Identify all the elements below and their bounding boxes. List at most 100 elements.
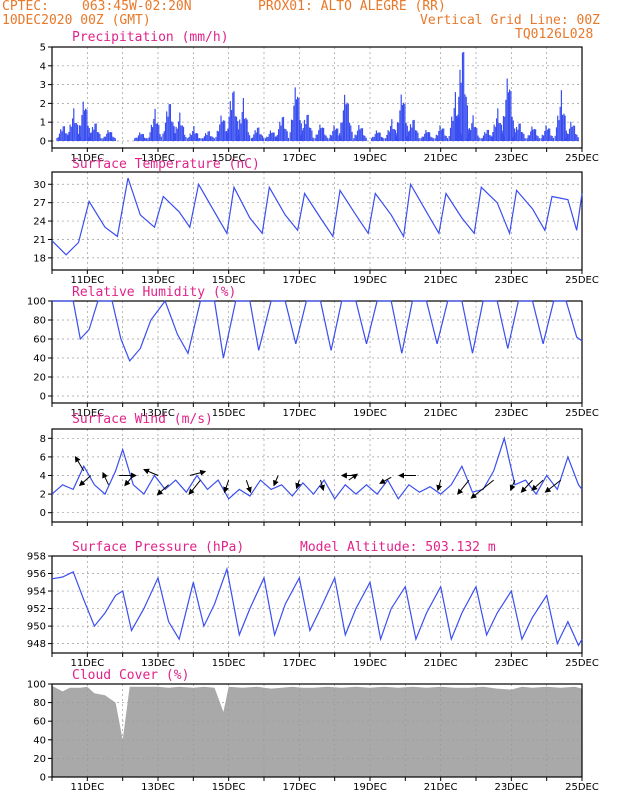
wind-arrow [379, 476, 392, 484]
precip-bar [249, 135, 251, 141]
precip-bar [394, 130, 397, 141]
x-tick-label: 17DEC [282, 275, 316, 286]
y-tick-label: 6 [40, 452, 46, 463]
precip-bar [341, 122, 343, 141]
precip-bar [456, 117, 459, 141]
precip-bar [438, 131, 440, 141]
precip-bar [70, 126, 72, 141]
precip-bar [375, 130, 377, 141]
x-tick-label: 11DEC [70, 782, 104, 793]
precip-bar [452, 120, 454, 141]
precip-bar [440, 129, 442, 141]
precip-bar [89, 136, 91, 141]
precip-bar [378, 132, 380, 141]
precip-bar [463, 52, 465, 141]
precip-bar [403, 102, 405, 141]
precip-bar [203, 136, 205, 141]
precip-bar [68, 132, 70, 141]
precip-bar [373, 136, 375, 141]
precip-bar [225, 131, 227, 141]
precip-bar [425, 130, 427, 141]
y-tick-label: 952 [27, 604, 46, 615]
precip-bar [431, 137, 433, 141]
y-tick-label: 0 [40, 392, 46, 403]
precip-bar [492, 132, 494, 141]
precip-bar [453, 108, 455, 141]
y-tick-label: 958 [27, 552, 46, 563]
precip-bar [281, 117, 283, 141]
model-altitude-annotation: Model Altitude: 503.132 m [300, 540, 496, 555]
y-tick-label: 27 [33, 198, 46, 209]
x-tick-label: 21DEC [424, 782, 458, 793]
y-tick-label: 20 [33, 754, 46, 765]
x-tick-label: 15DEC [212, 408, 246, 419]
precip-bar [351, 131, 353, 141]
precip-bar [349, 122, 351, 141]
precip-bar [565, 137, 567, 141]
precip-bar [422, 136, 424, 141]
precip-bar [500, 124, 503, 141]
precip-bar [382, 137, 384, 141]
precip-bar [560, 90, 562, 141]
precip-bar [239, 119, 241, 141]
y-tick-label: 80 [33, 698, 46, 709]
precip-bar [192, 131, 194, 141]
x-tick-label: 21DEC [424, 658, 458, 669]
panel-5: 948 950 952 954 956 958 11DEC 13DEC 15DEC 17DEC 19… [27, 540, 599, 669]
y-tick-label: 60 [33, 335, 46, 346]
precip-bar [235, 116, 238, 141]
precip-bar [356, 130, 359, 141]
precip-bar [480, 138, 482, 141]
precip-bar [494, 126, 496, 141]
y-tick-label: 30 [33, 180, 46, 191]
precip-bar [568, 128, 571, 141]
y-tick-label: 4 [40, 471, 46, 482]
precip-bar [173, 137, 175, 141]
precip-bar [554, 135, 556, 141]
precip-bar [67, 137, 69, 141]
precip-bar [412, 120, 414, 141]
panel-title: Surface Wind (m/s) [72, 412, 213, 427]
precip-bar [538, 138, 540, 141]
precip-bar [497, 108, 499, 141]
wind-arrow [223, 479, 230, 494]
precip-bar [275, 136, 277, 141]
precip-bar [272, 132, 274, 141]
precip-bar [441, 128, 444, 141]
precip-bar [411, 127, 413, 141]
header-source: CPTEC: [2, 0, 49, 14]
y-tick-label: 24 [33, 217, 46, 228]
precip-bar [244, 118, 246, 141]
precip-bar [75, 123, 77, 141]
precip-bar [264, 138, 267, 141]
precip-bar [80, 125, 82, 141]
precip-bar [215, 136, 217, 141]
precip-bar [401, 104, 403, 141]
precip-bar [493, 124, 495, 141]
precip-bar [258, 127, 260, 141]
precip-bar [63, 126, 65, 141]
precip-bar [353, 138, 355, 141]
x-tick-label: 25DEC [565, 658, 599, 669]
precip-bar [413, 119, 415, 141]
wind-arrow [295, 479, 302, 490]
precip-bar [219, 124, 221, 141]
precip-bar [69, 124, 71, 141]
precip-bar [350, 125, 352, 141]
x-tick-label: 25DEC [565, 782, 599, 793]
precip-bar [383, 138, 385, 141]
precip-bar [514, 132, 516, 141]
precip-bar [299, 120, 301, 141]
precip-bar [202, 138, 204, 141]
wind-arrow [74, 455, 85, 472]
precip-bar [60, 129, 62, 141]
x-tick-label: 13DEC [141, 408, 175, 419]
precip-bar [332, 131, 334, 141]
y-tick-label: 950 [27, 622, 46, 633]
precip-bar [207, 131, 209, 141]
x-tick-label: 19DEC [353, 782, 387, 793]
precip-bar [99, 134, 101, 141]
header-date: 10DEC2020 00Z (GMT) [2, 13, 151, 28]
precip-bar [278, 129, 280, 141]
precip-bar [511, 116, 513, 141]
